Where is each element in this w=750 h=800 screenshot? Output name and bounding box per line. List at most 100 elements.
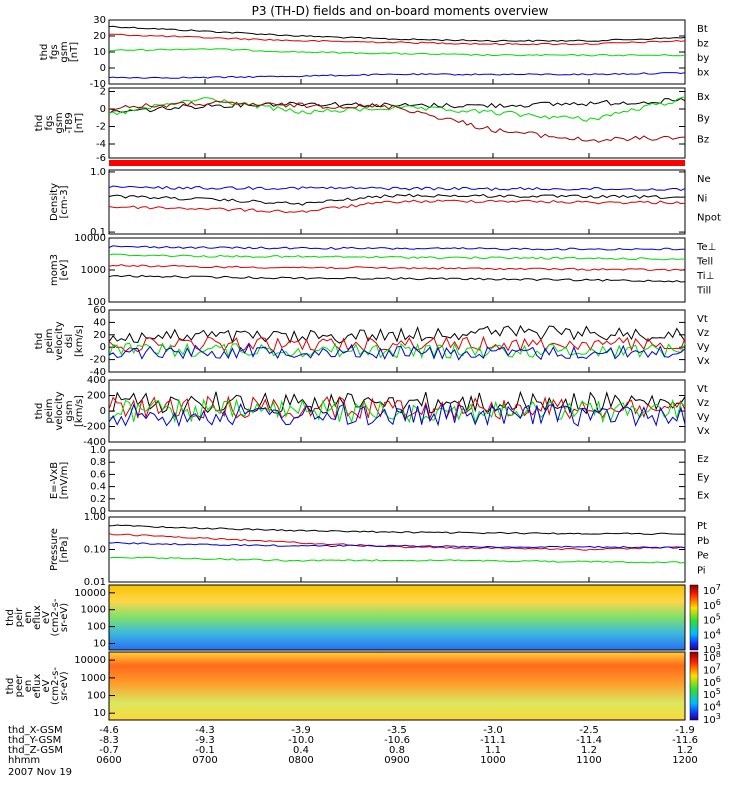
panel-3: 1.0 0.1 Density [cm-3] Ne Ni Npot [49, 167, 721, 238]
y-tick-label: 10000 [74, 233, 106, 244]
colorbar [689, 651, 699, 721]
y-tick-label: 0.0 [90, 506, 106, 517]
y-axis-label: fgs [49, 44, 60, 59]
y-axis-label: thd [39, 44, 50, 61]
y-tick-label: 1.0 [90, 167, 106, 178]
legend-ni: Ni [697, 193, 707, 204]
y-axis-label: [nPa] [59, 536, 70, 562]
y-axis-label: Pressure [49, 528, 60, 571]
y-tick-label: -40 [90, 367, 106, 378]
y-axis-label: [eV] [59, 260, 70, 281]
series-bx-line [108, 72, 686, 79]
y-axis-label: en [23, 680, 34, 693]
series-ti⊥-line [108, 245, 685, 251]
series-vx-line [108, 342, 686, 361]
panel-1: 30 20 10 0 -10 thd fgs gsm [nT] Bt bz by bx [39, 15, 709, 90]
series-by-line [108, 96, 686, 122]
y-axis-label: Density [49, 183, 60, 221]
y-axis-label: fgs [44, 115, 55, 130]
panel-4: 10000 1000 100 mom3 [eV] Te⊥ Tell Ti⊥ Till [49, 233, 716, 308]
legend-pi: Pi [697, 565, 706, 576]
ephemeris-value: -10.6 [384, 735, 410, 746]
y-axis-label: -T89 [64, 112, 75, 134]
series-bz-line [109, 33, 686, 46]
y-tick-label: 0.4 [90, 482, 106, 493]
y-tick-label: 1.00 [84, 512, 106, 523]
colorbar [689, 584, 699, 651]
spectrogram-frame [108, 651, 686, 721]
series-pi-line [108, 541, 686, 549]
ephemeris-label: thd_Z-GSM [8, 745, 63, 756]
series-pt-line [108, 524, 686, 536]
y-axis-label: (cm2-s- [50, 598, 61, 636]
legend-ey: Ey [697, 472, 709, 483]
panel-8: 1.00 0.10 0.01 Pressure [nPa] Pt Pb Pe Pi [49, 512, 709, 588]
y-tick-label: 0 [100, 342, 106, 353]
ephemeris-label: thd_X-GSM [8, 725, 63, 736]
ephemeris-value: -4.6 [99, 725, 119, 736]
ephemeris-value: -11.1 [480, 735, 506, 746]
y-tick-label: 200 [87, 391, 106, 402]
y-axis-label: dsl [64, 334, 75, 348]
ephemeris-value: -0.7 [99, 745, 119, 756]
ephemeris-label: hhmm [8, 755, 40, 766]
legend-npot: Npot [697, 213, 721, 224]
ephemeris-value: -10.0 [288, 735, 314, 746]
y-axis-label: peir [14, 607, 25, 627]
y-tick-label: -2 [96, 122, 106, 133]
y-axis-label: sr-eV) [59, 671, 70, 700]
ephemeris-value: -1.9 [675, 725, 695, 736]
legend-pt: Pt [697, 521, 707, 532]
y-tick-label: 0 [100, 63, 106, 74]
series-pb-line [108, 533, 686, 551]
legend-pe: Pe [697, 551, 709, 562]
ephemeris-value: 0700 [192, 755, 217, 766]
spectrogram-image [109, 585, 685, 650]
y-axis-label: [nT] [74, 113, 85, 133]
ephemeris-value: 0.4 [293, 745, 309, 756]
y-axis-label: [km/s] [74, 325, 85, 357]
ephemeris-value: 1200 [672, 755, 697, 766]
y-tick-label: 100 [87, 622, 106, 633]
y-axis-label: peim [44, 398, 55, 423]
y-axis-label: thd [34, 333, 45, 350]
panel-6: 400 200 0 -200 -400 thd peim velocity gsm [km/s] V… [34, 375, 710, 448]
ephemeris-value: -11.6 [672, 735, 698, 746]
series-pe-line [108, 556, 686, 564]
series-by-line [108, 48, 686, 57]
y-axis-label: [cm-3] [59, 185, 70, 218]
y-axis-label: eflux [32, 605, 43, 630]
colorbar-label: 107 [703, 662, 721, 676]
y-axis-label: [nT] [69, 42, 80, 62]
y-tick-label: 10 [93, 708, 106, 719]
legend-vz: Vz [697, 398, 709, 409]
y-axis-label: gsm [54, 112, 65, 133]
series-ni-line [108, 193, 685, 206]
ephemeris-value: 1.1 [485, 745, 501, 756]
y-axis-label: thd [5, 609, 16, 626]
panel-2: 2 0 -2 -4 -6 thd fgs gsm -T89 [nT] Bx By Bz [34, 87, 710, 165]
colorbar-label: 103 [703, 642, 721, 656]
ephemeris-value: 1.2 [581, 745, 597, 756]
ephemeris-label: thd_Y-GSM [8, 735, 61, 746]
colorbar-label: 105 [703, 613, 721, 627]
y-axis-label: sr-eV) [59, 603, 70, 632]
colorbar-label: 107 [703, 583, 721, 597]
y-axis-label: [mV/m] [59, 462, 70, 500]
y-tick-label: 40 [93, 317, 106, 328]
panel-frame [108, 449, 686, 512]
y-tick-label: 400 [87, 375, 106, 386]
series-vy-line [108, 342, 686, 359]
ephemeris-value: -3.0 [483, 725, 503, 736]
y-tick-label: 10 [93, 639, 106, 650]
legend-by: by [697, 53, 709, 64]
ephemeris-value: 0900 [384, 755, 409, 766]
legend-till: Till [696, 286, 711, 297]
y-tick-label: 1000 [81, 265, 106, 276]
legend-pb: Pb [697, 536, 709, 547]
ephemeris-value: 1.2 [677, 745, 693, 756]
y-axis-label: peer [14, 674, 25, 698]
ephemeris-value: -8.3 [99, 735, 119, 746]
y-axis-label: eflux [32, 674, 43, 699]
